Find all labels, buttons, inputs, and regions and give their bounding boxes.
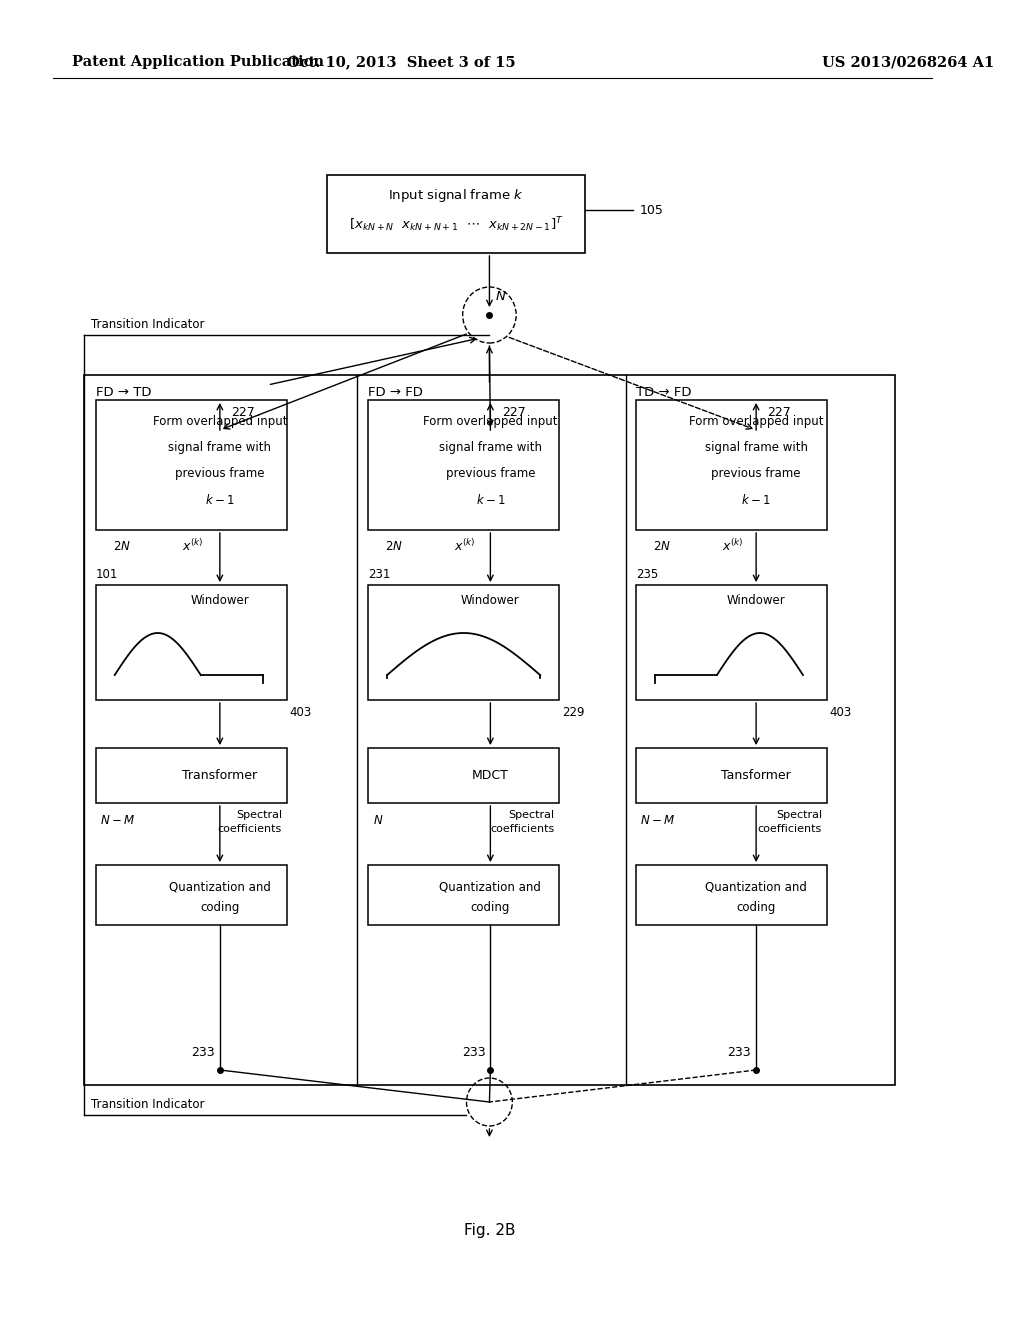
Bar — [368, 748, 559, 803]
Text: Form overlapped input: Form overlapped input — [423, 416, 558, 429]
Text: signal frame with: signal frame with — [705, 441, 808, 454]
Text: coefficients: coefficients — [758, 824, 822, 834]
Text: Transition Indicator: Transition Indicator — [91, 318, 205, 331]
Text: signal frame with: signal frame with — [168, 441, 271, 454]
Text: 229: 229 — [562, 705, 585, 718]
Text: $\mathit{x}^{(k)}$: $\mathit{x}^{(k)}$ — [181, 539, 203, 554]
Bar — [368, 400, 559, 531]
Text: $N$: $N$ — [373, 814, 383, 828]
Text: $\mathit{x}^{(k)}$: $\mathit{x}^{(k)}$ — [454, 539, 475, 554]
Text: 227: 227 — [231, 407, 255, 420]
Text: Quantization and: Quantization and — [439, 880, 542, 894]
Text: $N$: $N$ — [496, 290, 507, 304]
Text: Transition Indicator: Transition Indicator — [91, 1098, 205, 1111]
Text: $k-1$: $k-1$ — [741, 492, 771, 507]
Text: FD → FD: FD → FD — [368, 387, 423, 400]
Text: $2N$: $2N$ — [653, 540, 671, 553]
Text: 403: 403 — [290, 705, 312, 718]
Text: Spectral: Spectral — [776, 810, 822, 820]
Text: US 2013/0268264 A1: US 2013/0268264 A1 — [822, 55, 994, 69]
Text: Form overlapped input: Form overlapped input — [153, 416, 287, 429]
Text: 235: 235 — [636, 568, 658, 581]
Bar — [636, 748, 826, 803]
Text: Spectral: Spectral — [508, 810, 554, 820]
Text: 227: 227 — [502, 407, 525, 420]
Text: Form overlapped input: Form overlapped input — [689, 416, 823, 429]
Text: 227: 227 — [768, 407, 792, 420]
Bar — [95, 400, 287, 531]
Bar — [95, 865, 287, 925]
Text: Quantization and: Quantization and — [169, 880, 270, 894]
Text: Fig. 2B: Fig. 2B — [464, 1222, 515, 1238]
Bar — [327, 176, 585, 253]
Text: Windower: Windower — [461, 594, 520, 607]
Text: previous frame: previous frame — [712, 467, 801, 480]
Text: $N − M$: $N − M$ — [100, 814, 135, 828]
Text: $2N$: $2N$ — [113, 540, 131, 553]
Bar — [636, 400, 826, 531]
Text: TD → FD: TD → FD — [636, 387, 691, 400]
Text: 101: 101 — [95, 568, 118, 581]
Text: Quantization and: Quantization and — [706, 880, 807, 894]
Bar — [368, 585, 559, 700]
Text: 403: 403 — [829, 705, 852, 718]
Text: Windower: Windower — [727, 594, 785, 607]
Text: $k-1$: $k-1$ — [205, 492, 234, 507]
Text: $2N$: $2N$ — [385, 540, 403, 553]
Text: Spectral: Spectral — [236, 810, 282, 820]
Text: MDCT: MDCT — [472, 770, 509, 781]
Text: 105: 105 — [640, 203, 664, 216]
Text: previous frame: previous frame — [445, 467, 536, 480]
Text: coding: coding — [736, 900, 776, 913]
Text: Tansformer: Tansformer — [721, 770, 791, 781]
Text: $[x_{kN+N}\ \ x_{kN+N+1}\ \ \cdots\ \ x_{kN+2N-1}]^T$: $[x_{kN+N}\ \ x_{kN+N+1}\ \ \cdots\ \ x_… — [348, 215, 563, 235]
Text: 233: 233 — [727, 1045, 751, 1059]
Text: coefficients: coefficients — [490, 824, 554, 834]
Text: FD → TD: FD → TD — [95, 387, 152, 400]
Text: Transformer: Transformer — [182, 770, 257, 781]
Bar — [636, 585, 826, 700]
Text: 233: 233 — [191, 1045, 215, 1059]
Text: 231: 231 — [368, 568, 390, 581]
Text: $\mathit{x}^{(k)}$: $\mathit{x}^{(k)}$ — [722, 539, 743, 554]
Text: Patent Application Publication: Patent Application Publication — [72, 55, 324, 69]
Text: Input signal frame $k$: Input signal frame $k$ — [388, 186, 523, 203]
Text: Windower: Windower — [190, 594, 249, 607]
Bar — [95, 748, 287, 803]
Text: Oct. 10, 2013  Sheet 3 of 15: Oct. 10, 2013 Sheet 3 of 15 — [287, 55, 516, 69]
Text: $N − M$: $N − M$ — [640, 814, 676, 828]
Bar — [636, 865, 826, 925]
Bar — [95, 585, 287, 700]
Text: 233: 233 — [462, 1045, 485, 1059]
Text: previous frame: previous frame — [175, 467, 264, 480]
Text: $k-1$: $k-1$ — [475, 492, 505, 507]
Text: signal frame with: signal frame with — [439, 441, 542, 454]
Bar — [84, 375, 895, 1085]
Text: coefficients: coefficients — [218, 824, 282, 834]
Text: coding: coding — [200, 900, 240, 913]
Bar — [368, 865, 559, 925]
Text: coding: coding — [471, 900, 510, 913]
